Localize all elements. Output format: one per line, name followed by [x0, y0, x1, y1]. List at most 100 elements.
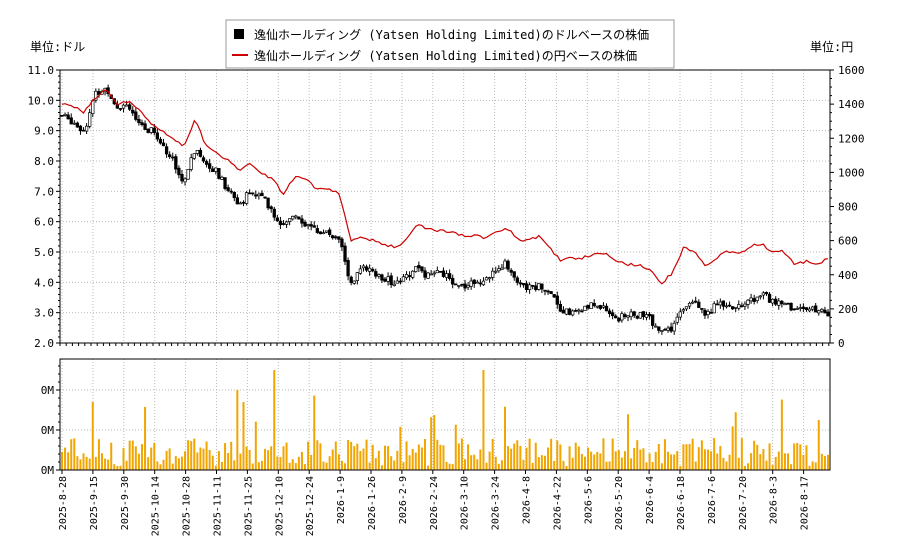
- volume-bar: [783, 453, 786, 470]
- right-tick-label: 600: [838, 235, 858, 248]
- candle-body: [88, 112, 92, 127]
- candle-body: [506, 260, 510, 270]
- candle-body: [463, 283, 467, 289]
- candle-body: [164, 146, 169, 155]
- volume-bar: [402, 462, 405, 470]
- volume-bar: [144, 406, 147, 470]
- jpy-price-line: [61, 89, 829, 285]
- candle-body: [220, 176, 224, 180]
- volume-bar: [731, 426, 734, 470]
- candle-body: [586, 304, 590, 309]
- candle-body: [254, 194, 258, 197]
- candle-body: [84, 125, 89, 132]
- date-tick-label: 2026-2-24: [429, 476, 440, 530]
- volume-bar: [211, 455, 214, 470]
- candle-body: [201, 157, 206, 162]
- candle-body: [195, 149, 200, 154]
- volume-bar: [633, 447, 636, 470]
- candle-body: [204, 161, 209, 165]
- candle-body: [343, 245, 347, 262]
- legend: 逸仙ホールディング (Yatsen Holding Limited)のドルベース…: [225, 19, 675, 69]
- candle-body: [232, 191, 236, 198]
- volume-bar: [282, 446, 285, 470]
- candle-body: [469, 280, 473, 287]
- right-tick-label: 1600: [838, 64, 865, 77]
- volume-bar: [116, 465, 119, 470]
- candle-body: [604, 305, 609, 312]
- volume-bar: [728, 454, 731, 470]
- candle-body: [678, 311, 682, 318]
- candle-body: [515, 277, 519, 283]
- volume-bar: [267, 450, 270, 470]
- candle-body: [404, 274, 409, 279]
- volume-bar: [113, 464, 116, 470]
- candle-body: [392, 283, 396, 286]
- volume-bar: [571, 457, 574, 470]
- candle-body: [321, 232, 326, 235]
- date-tick-label: 2025-12-10: [274, 476, 285, 536]
- date-tick-label: 2026-7-20: [738, 476, 749, 530]
- volume-bar: [430, 417, 433, 470]
- candle-body: [663, 328, 667, 331]
- volume-bar: [393, 460, 396, 470]
- candle-body: [651, 314, 655, 326]
- left-tick-label: 7.0: [34, 185, 54, 198]
- candle-body: [417, 265, 421, 269]
- volume-bar: [439, 444, 442, 470]
- left-tick-label: 4.0: [34, 276, 54, 289]
- date-tick-label: 2026-5-20: [614, 476, 625, 530]
- volume-bar: [663, 439, 666, 470]
- candle-body: [481, 280, 486, 286]
- volume-bar: [513, 443, 516, 470]
- volume-bar: [414, 452, 417, 470]
- volume-bar: [150, 447, 153, 470]
- left-tick-label: 5.0: [34, 246, 54, 259]
- volume-bar: [347, 439, 350, 470]
- left-tick-label: 3.0: [34, 307, 54, 320]
- candle-body: [746, 299, 750, 305]
- volume-bar: [248, 449, 251, 470]
- volume-bar: [417, 444, 420, 470]
- candle-body: [155, 132, 160, 140]
- candle-body: [315, 228, 319, 233]
- date-tick-label: 2025-8-28: [58, 476, 69, 530]
- volume-bar: [463, 459, 466, 470]
- volume-bar: [497, 463, 500, 470]
- candle-body: [420, 266, 424, 272]
- candle-body: [524, 283, 529, 291]
- candle-body: [712, 303, 716, 314]
- volume-bar: [823, 455, 826, 470]
- volume-bar: [543, 455, 546, 470]
- candle-body: [297, 216, 301, 220]
- volume-bar: [270, 446, 273, 470]
- volume-bar: [384, 445, 387, 470]
- candle-body: [657, 326, 661, 331]
- volume-bar: [390, 456, 393, 470]
- volume-bar: [534, 442, 537, 470]
- volume-bar: [697, 447, 700, 470]
- volume-bar: [694, 461, 697, 470]
- volume-bar: [568, 446, 571, 470]
- candle-body: [131, 109, 135, 114]
- candle-body: [137, 119, 141, 124]
- volume-bar: [334, 441, 337, 470]
- volume-bar: [737, 457, 740, 470]
- volume-bar: [264, 448, 267, 470]
- volume-bar: [304, 464, 307, 470]
- candle-body: [577, 309, 581, 312]
- candle-body: [521, 283, 526, 286]
- volume-bar: [214, 465, 217, 470]
- volume-bar: [482, 370, 485, 470]
- volume-bar: [540, 455, 543, 470]
- volume-bar: [747, 463, 750, 470]
- volume-axis-ticks: 0M 0M 0M: [41, 365, 60, 477]
- candle-body: [500, 267, 504, 270]
- candle-body: [801, 306, 806, 309]
- volume-bar: [528, 438, 531, 470]
- volume-bar: [645, 462, 648, 470]
- candle-body: [706, 311, 710, 316]
- candle-body: [503, 260, 507, 269]
- volume-bar: [473, 454, 476, 470]
- volume-bar: [494, 456, 497, 470]
- volume-bar: [476, 459, 479, 470]
